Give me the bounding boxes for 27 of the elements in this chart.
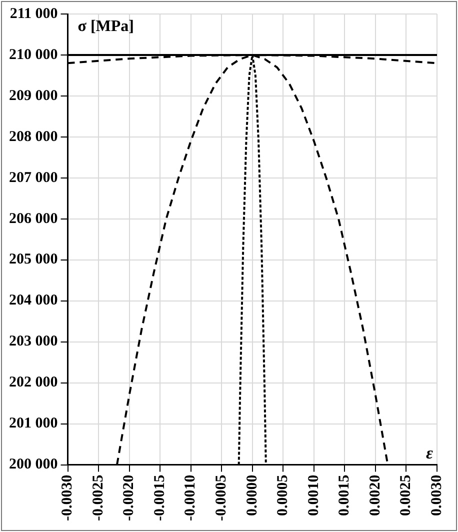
x-tick-label: 0.0000	[244, 474, 260, 516]
y-axis-title: σ [MPa]	[78, 18, 134, 36]
x-tick-label: -0.0005	[213, 474, 230, 522]
x-tick-label: 0.0010	[306, 474, 322, 516]
y-tick-label: 204 000	[9, 292, 58, 309]
y-tick-label: 211 000	[10, 6, 58, 22]
x-tick-label: -0.0010	[182, 474, 199, 522]
x-tick-label: 0.0030	[428, 474, 445, 516]
x-tick-label: -0.0015	[152, 474, 168, 522]
y-tick-label: 207 000	[9, 170, 58, 186]
y-tick-label: 208 000	[9, 128, 58, 145]
y-tick-label: 209 000	[9, 88, 58, 104]
x-tick-label: 0.0025	[398, 474, 414, 516]
y-tick-label: 201 000	[9, 416, 58, 432]
x-tick-label: -0.0020	[121, 474, 138, 522]
x-tick-label: -0.0030	[60, 474, 76, 522]
y-tick-label: 202 000	[9, 374, 58, 391]
x-tick-label: -0.0025	[90, 474, 106, 522]
y-tick-label: 210 000	[9, 46, 58, 63]
x-tick-label: 0.0015	[336, 474, 353, 516]
x-tick-label: 0.0005	[275, 474, 292, 516]
y-tick-label: 203 000	[9, 334, 58, 350]
y-tick-label: 205 000	[9, 252, 58, 268]
x-tick-label: 0.0020	[367, 474, 384, 516]
y-tick-label: 206 000	[9, 210, 58, 227]
y-tick-label: 200 000	[9, 456, 58, 473]
x-axis-title: ε	[426, 444, 434, 463]
